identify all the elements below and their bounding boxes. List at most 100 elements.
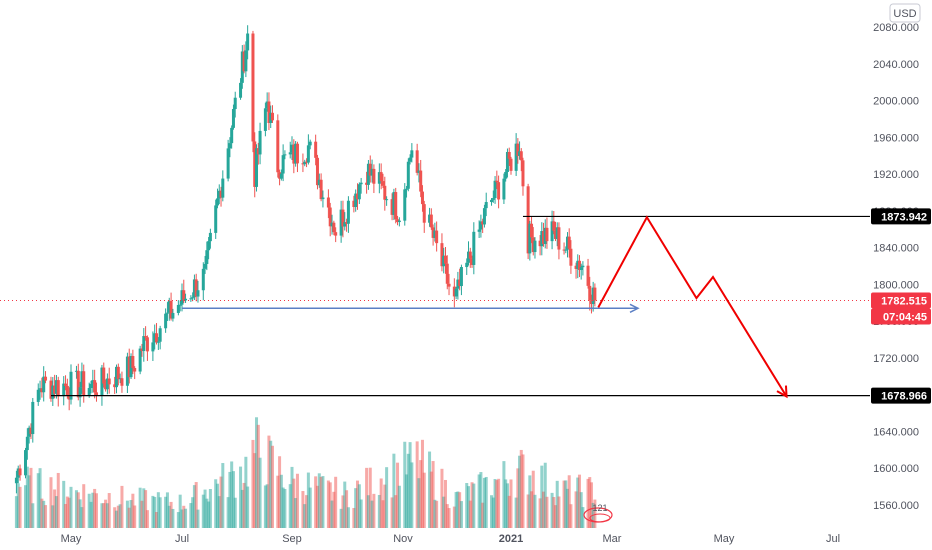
level-price-tag[interactable]: 1678.966 — [871, 387, 931, 404]
volume-bar — [76, 492, 80, 528]
volume-bar — [491, 497, 495, 528]
candle — [581, 261, 585, 276]
volume-bar — [514, 497, 518, 528]
x-tick-label: Sep — [282, 533, 302, 545]
candle — [180, 283, 184, 312]
level-price-tag[interactable]: 1873.942 — [871, 208, 931, 225]
volume-bar — [458, 492, 462, 528]
candle-body — [377, 172, 381, 184]
candle — [44, 371, 48, 384]
candle — [215, 188, 219, 209]
candle — [518, 141, 522, 160]
candle — [125, 352, 129, 393]
candle — [531, 227, 535, 256]
candle — [528, 220, 532, 261]
candle-body — [593, 287, 597, 301]
volume-bar — [417, 478, 421, 528]
candle-body — [118, 378, 122, 380]
candle — [526, 183, 530, 260]
candle — [554, 221, 558, 242]
volume-bar — [574, 491, 578, 528]
candle — [458, 268, 462, 291]
candle-body — [278, 172, 282, 179]
y-tick-label: 2080.000 — [873, 22, 919, 34]
candle — [290, 136, 294, 160]
volume-bar — [332, 491, 336, 528]
time-scale[interactable]: May Jul Sep Nov 2021 Mar May Jul — [61, 533, 840, 545]
candle-body — [44, 376, 48, 381]
volume-bar — [467, 486, 471, 528]
candle — [53, 374, 57, 399]
candle — [493, 176, 497, 204]
candle-body — [131, 356, 135, 369]
candle-body — [417, 170, 421, 173]
candle — [129, 353, 133, 379]
candle — [184, 293, 188, 303]
candle — [564, 246, 568, 254]
candle — [217, 184, 221, 205]
volume-bar — [65, 496, 69, 528]
candle — [38, 380, 42, 400]
volume-bar — [586, 478, 590, 528]
volume-bar — [93, 488, 97, 528]
candle-body — [133, 368, 137, 372]
volume-bar — [217, 496, 221, 528]
volume-bar — [145, 510, 149, 528]
candle — [481, 218, 485, 234]
volume-bar — [403, 441, 407, 528]
candle-body — [191, 297, 195, 299]
volume-bar — [507, 495, 511, 528]
candle — [279, 169, 283, 181]
candle-body — [279, 173, 283, 179]
candle-body — [303, 161, 307, 165]
volume-bar — [330, 500, 334, 528]
volume-bar — [64, 503, 68, 528]
candle-body — [256, 148, 260, 155]
volume-bar — [40, 498, 44, 528]
volume-bar — [415, 441, 419, 528]
candle — [468, 247, 472, 268]
volume-bar — [326, 480, 330, 528]
volume-bar — [74, 490, 78, 528]
projection-path[interactable] — [597, 215, 788, 398]
candle-body — [507, 151, 511, 159]
candle — [484, 192, 488, 217]
candle-body — [144, 336, 148, 338]
volume-bar — [555, 480, 559, 528]
candle — [100, 364, 104, 406]
candle — [131, 349, 135, 375]
candle — [397, 217, 401, 227]
candle-body — [467, 251, 471, 263]
volume-bar — [221, 463, 225, 528]
volume-bar — [359, 499, 363, 528]
candle — [178, 300, 182, 312]
volume-bar — [392, 453, 396, 528]
candle — [80, 362, 84, 394]
volume-bar — [394, 495, 398, 528]
volume-bar — [105, 503, 109, 528]
volume-bar — [365, 467, 369, 528]
volume-bar — [339, 508, 343, 528]
candle — [240, 45, 244, 89]
candle-body — [169, 300, 173, 319]
candle — [540, 222, 544, 256]
volume-bar — [581, 507, 585, 528]
candle-body — [472, 231, 476, 265]
candle-layer — [14, 25, 597, 494]
volume-bar — [368, 467, 372, 528]
candle — [505, 148, 509, 178]
candle — [116, 363, 120, 386]
candle-body — [196, 290, 200, 297]
last-price-tag[interactable]: 1782.515 — [871, 292, 931, 309]
candle-body — [205, 250, 209, 264]
countdown-tag[interactable]: 07:04:45 — [871, 308, 931, 325]
currency-badge[interactable]: USD — [889, 3, 921, 23]
candle — [538, 235, 542, 256]
candle-body — [484, 202, 488, 209]
countdown-tag-bg — [871, 308, 931, 325]
volume-bar — [255, 417, 259, 528]
candle-body — [105, 378, 109, 390]
volume-bar — [477, 474, 481, 528]
volume-bar — [36, 473, 40, 528]
